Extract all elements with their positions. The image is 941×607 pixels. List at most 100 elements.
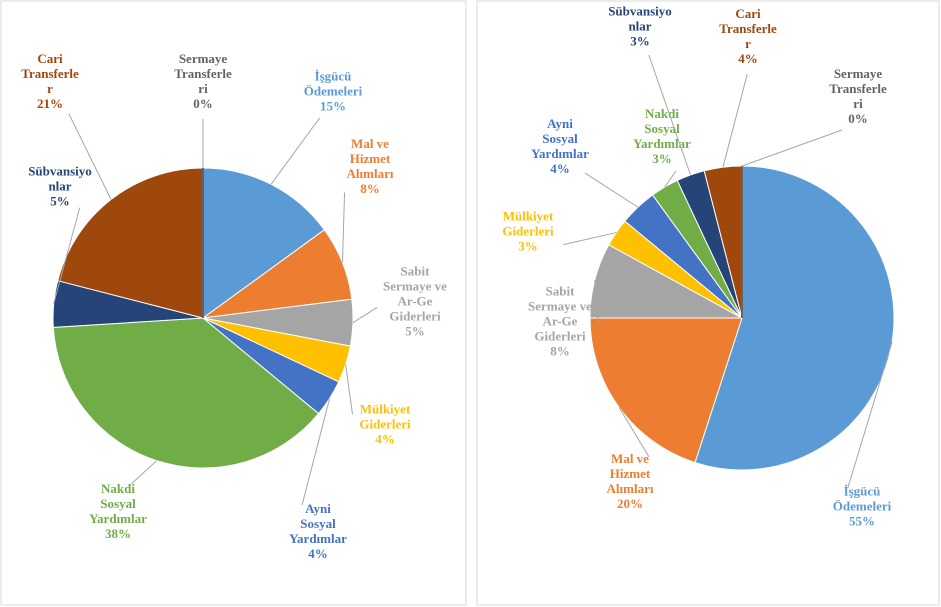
label-line: Yardımlar — [89, 511, 147, 526]
value-label: 0% — [193, 96, 213, 111]
category-label: Sabit Sermaye ve Ar-Ge Giderleri — [383, 264, 447, 324]
label-line: Ayni — [547, 116, 573, 131]
category-label: Ayni Sosyal Yardımlar — [531, 116, 589, 161]
label-line: Mal ve — [351, 136, 389, 151]
category-label: Nakdi Sosyal Yardımlar — [89, 481, 147, 526]
category-label: Sabit Sermaye ve Ar-Ge Giderleri — [528, 284, 592, 344]
leader-line — [68, 113, 112, 200]
label-line: Transferle — [829, 81, 887, 96]
label-line: Giderleri — [534, 329, 586, 344]
label-line: Sosyal — [100, 496, 136, 511]
value-label: 21% — [37, 96, 63, 111]
value-label: 15% — [320, 99, 346, 114]
label-line: nlar — [48, 179, 71, 194]
label-line: Transferle — [719, 21, 777, 36]
label-line: Nakdi — [101, 481, 135, 496]
label-line: Mal ve — [611, 451, 649, 466]
label-line: Mülkiyet — [360, 402, 411, 417]
value-label: 4% — [375, 432, 395, 447]
label-line: İşgücü — [315, 69, 352, 84]
category-label: Mal ve Hizmet Alımları — [607, 451, 654, 496]
value-label: 20% — [617, 496, 643, 511]
value-label: 5% — [50, 194, 70, 209]
leader-line — [648, 54, 691, 176]
category-label: Ayni Sosyal Yardımlar — [289, 501, 347, 546]
label-line: Sosyal — [542, 131, 578, 146]
value-label: 38% — [105, 526, 131, 541]
category-label: Cari Transferle r — [21, 51, 79, 96]
pie — [589, 165, 895, 471]
pie-slice — [589, 317, 743, 464]
label-line: Nakdi — [645, 106, 679, 121]
label-line: Sübvansiyo — [608, 4, 672, 19]
label-line: Sermaye ve — [383, 279, 447, 294]
label-line: Yardımlar — [531, 146, 589, 161]
leader-line — [563, 232, 617, 246]
label-line: Sabit — [401, 264, 431, 279]
label-line: ri — [853, 96, 863, 111]
label-line: nlar — [628, 19, 651, 34]
value-label: 8% — [550, 344, 570, 359]
label-line: Sosyal — [300, 516, 336, 531]
value-label: 4% — [550, 161, 570, 176]
leader-line — [584, 172, 639, 208]
leader-line — [301, 398, 331, 506]
value-label: 0% — [848, 111, 868, 126]
pie-slice — [57, 167, 204, 319]
label-line: Sermaye ve — [528, 299, 592, 314]
category-label: Sübvansiyo nlar — [608, 4, 672, 34]
category-label: Mal ve Hizmet Alımları — [347, 136, 394, 181]
label-line: Mülkiyet — [503, 209, 554, 224]
leader-line — [664, 170, 677, 188]
category-label: İşgücü Ödemeleri — [304, 69, 363, 99]
category-label: Cari Transferle r — [719, 6, 777, 51]
value-label: 55% — [849, 514, 875, 529]
leader-line — [722, 73, 748, 168]
label-line: Giderleri — [359, 417, 411, 432]
value-label: 8% — [360, 181, 380, 196]
leader-line — [352, 307, 378, 324]
pie — [52, 167, 354, 469]
label-line: Yardımlar — [289, 531, 347, 546]
value-label: 5% — [405, 324, 425, 339]
label-line: Ödemeleri — [304, 84, 363, 99]
leader-line — [594, 280, 599, 324]
leader-line — [345, 364, 353, 415]
label-line: İşgücü — [844, 484, 881, 499]
label-line: Giderleri — [502, 224, 554, 239]
value-label: 3% — [518, 239, 538, 254]
label-line: Transferle — [21, 66, 79, 81]
leader-line — [341, 192, 346, 263]
leader-line — [847, 341, 893, 488]
category-label: Mülkiyet Giderleri — [359, 402, 411, 432]
category-label: İşgücü Ödemeleri — [833, 484, 892, 514]
label-line: Sübvansiyo — [28, 164, 92, 179]
leader-line — [741, 129, 843, 167]
label-line: ri — [198, 81, 208, 96]
category-label: Sübvansiyo nlar — [28, 164, 92, 194]
label-line: Yardımlar — [633, 136, 691, 151]
leader-line — [131, 460, 157, 485]
label-line: Hizmet — [350, 151, 391, 166]
category-label: Sermaye Transferle ri — [829, 66, 887, 111]
label-line: Sabit — [546, 284, 576, 299]
category-label: Sermaye Transferle ri — [174, 51, 232, 96]
leader-line — [53, 207, 81, 305]
label-line: Cari — [735, 6, 761, 21]
label-line: Alımları — [607, 481, 654, 496]
label-line: Hizmet — [610, 466, 651, 481]
leader-line — [618, 407, 650, 458]
value-label: 4% — [308, 546, 328, 561]
label-line: Giderleri — [389, 309, 441, 324]
value-label: 3% — [630, 34, 650, 49]
label-line: Sosyal — [644, 121, 680, 136]
label-line: Ödemeleri — [833, 499, 892, 514]
label-line: Sermaye — [834, 66, 883, 81]
label-line: Alımları — [347, 166, 394, 181]
label-line: Cari — [37, 51, 63, 66]
label-line: Ar-Ge — [543, 314, 578, 329]
label-line: Transferle — [174, 66, 232, 81]
